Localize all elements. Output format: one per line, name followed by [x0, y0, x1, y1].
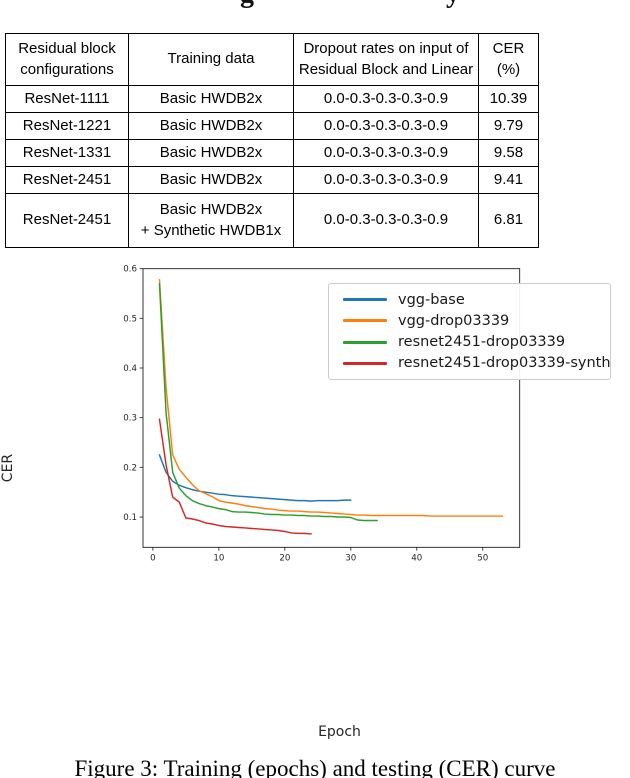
training-curve-chart: 0 10 20 30 40 50 0.1 0.2 0.3 0.4 0.5 0.6 CER Epoch … — [0, 250, 630, 750]
series-line-resnet2451-drop03339 — [158, 282, 378, 522]
table-header-row: Residual block configurations Training d… — [5, 33, 539, 86]
legend-line-swatch — [343, 361, 387, 365]
cell: 9.79 — [478, 112, 539, 140]
x-tick-label: 40 — [411, 554, 422, 564]
y-tick-label: 0.2 — [123, 463, 137, 473]
column-header: Residual block configurations — [5, 33, 129, 86]
series-line-resnet2451-drop03339-synth — [158, 418, 312, 535]
cell: ResNet-1331 — [5, 139, 129, 167]
legend-label: resnet2451-drop03339 — [398, 334, 566, 351]
y-tick-label: 0.3 — [123, 414, 137, 424]
figure-caption: Figure 3: Training (epochs) and testing … — [74, 756, 556, 778]
cell: Basic HWDB2x — [128, 112, 294, 140]
cell: ResNet-2451 — [5, 193, 129, 248]
y-axis-label: CER — [0, 453, 16, 483]
cell: 0.0-0.3-0.3-0.3-0.9 — [293, 166, 479, 194]
legend-item: vgg-drop03339 — [343, 312, 610, 330]
table-row: ResNet-1331 Basic HWDB2x 0.0-0.3-0.3-0.3… — [5, 139, 539, 167]
legend-line-swatch — [343, 340, 387, 344]
chart-legend: vgg-base vgg-drop03339 resnet2451-drop03… — [328, 283, 611, 380]
cell: ResNet-1221 — [5, 112, 129, 140]
table-row: ResNet-1221 Basic HWDB2x 0.0-0.3-0.3-0.3… — [5, 112, 539, 140]
cell: Basic HWDB2x — [128, 139, 294, 167]
cropped-glyph: y — [446, 0, 460, 10]
legend-label: resnet2451-drop03339-synth — [398, 355, 611, 372]
cell: Basic HWDB2x + Synthetic HWDB1x — [128, 193, 294, 248]
x-tick-label: 0 — [150, 554, 156, 564]
legend-line-swatch — [343, 298, 387, 302]
column-header: CER (%) — [478, 33, 539, 86]
y-tick-label: 0.5 — [123, 314, 137, 324]
column-header: Training data — [128, 33, 294, 86]
x-tick-label: 20 — [279, 554, 290, 564]
cell: 0.0-0.3-0.3-0.3-0.9 — [293, 139, 479, 167]
table-row: ResNet-2451 Basic HWDB2x 0.0-0.3-0.3-0.3… — [5, 166, 539, 194]
table-row: ResNet-1111 Basic HWDB2x 0.0-0.3-0.3-0.3… — [5, 85, 539, 113]
legend-label: vgg-drop03339 — [398, 312, 510, 329]
series-line-vgg-base — [158, 454, 352, 502]
y-tick-label: 0.4 — [123, 364, 137, 374]
cell: ResNet-2451 — [5, 166, 129, 194]
series-line-vgg-drop03339 — [158, 278, 504, 517]
cell: 9.41 — [478, 166, 539, 194]
legend-label: vgg-base — [398, 291, 465, 308]
cell: 9.58 — [478, 139, 539, 167]
cell: 0.0-0.3-0.3-0.3-0.9 — [293, 193, 479, 248]
results-table: Residual block configurations Training d… — [5, 33, 539, 248]
legend-item: vgg-base — [343, 291, 610, 309]
table-row: ResNet-2451 Basic HWDB2x + Synthetic HWD… — [5, 193, 539, 248]
x-tick-label: 10 — [213, 554, 224, 564]
column-header: Dropout rates on input of Residual Block… — [293, 33, 479, 86]
cell: Basic HWDB2x — [128, 85, 294, 113]
legend-line-swatch — [343, 319, 387, 323]
legend-item: resnet2451-drop03339 — [343, 333, 610, 351]
cell: 0.0-0.3-0.3-0.3-0.9 — [293, 112, 479, 140]
cell: ResNet-1111 — [5, 85, 129, 113]
cell: 10.39 — [478, 85, 539, 113]
cropped-heading: g y — [0, 0, 630, 14]
y-tick-label: 0.6 — [123, 265, 137, 275]
cell-best-cer: 6.81 — [478, 193, 539, 248]
y-tick-label: 0.1 — [123, 513, 137, 523]
x-tick-label: 30 — [345, 554, 356, 564]
x-tick-label: 50 — [477, 554, 488, 564]
chart-canvas: 0 10 20 30 40 50 0.1 0.2 0.3 0.4 0.5 0.6 — [123, 265, 521, 564]
x-axis-label: Epoch — [318, 724, 361, 740]
cropped-glyph: g — [240, 0, 254, 10]
plot-box — [142, 268, 521, 548]
cell: 0.0-0.3-0.3-0.3-0.9 — [293, 85, 479, 113]
legend-item: resnet2451-drop03339-synth — [343, 354, 611, 372]
cell: Basic HWDB2x — [128, 166, 294, 194]
